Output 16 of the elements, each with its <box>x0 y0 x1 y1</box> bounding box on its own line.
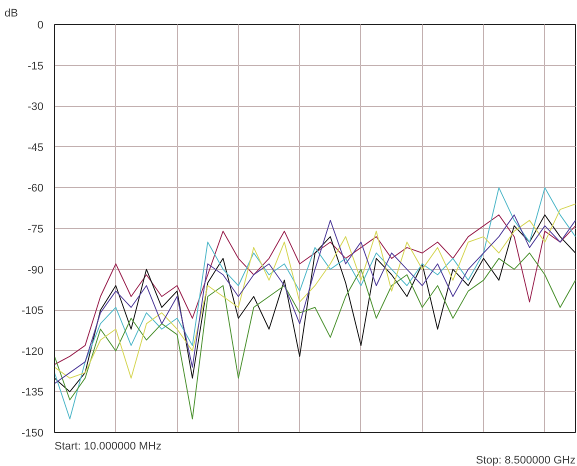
y-tick-label: -45 <box>28 142 44 154</box>
text: Stop: 8.500000 GHz <box>476 454 576 466</box>
y-tick-label: -15 <box>28 60 44 72</box>
line-series <box>54 187 576 420</box>
y-tick-label: -150 <box>21 428 44 440</box>
y-tick-label: -105 <box>21 305 44 318</box>
y-axis-title: dB <box>4 8 18 20</box>
line-series <box>54 252 576 420</box>
y-tick-label: 0 <box>37 20 44 32</box>
y-tick-label: -30 <box>28 101 44 114</box>
y-tick-label: -75 <box>28 224 44 236</box>
text: Start: 10.000000 MHz <box>54 440 162 452</box>
y-tick-label: -90 <box>28 264 44 276</box>
y-tick-label: -120 <box>21 346 44 358</box>
y-tick-label: -60 <box>28 182 44 195</box>
y-tick-label: -135 <box>21 386 44 399</box>
